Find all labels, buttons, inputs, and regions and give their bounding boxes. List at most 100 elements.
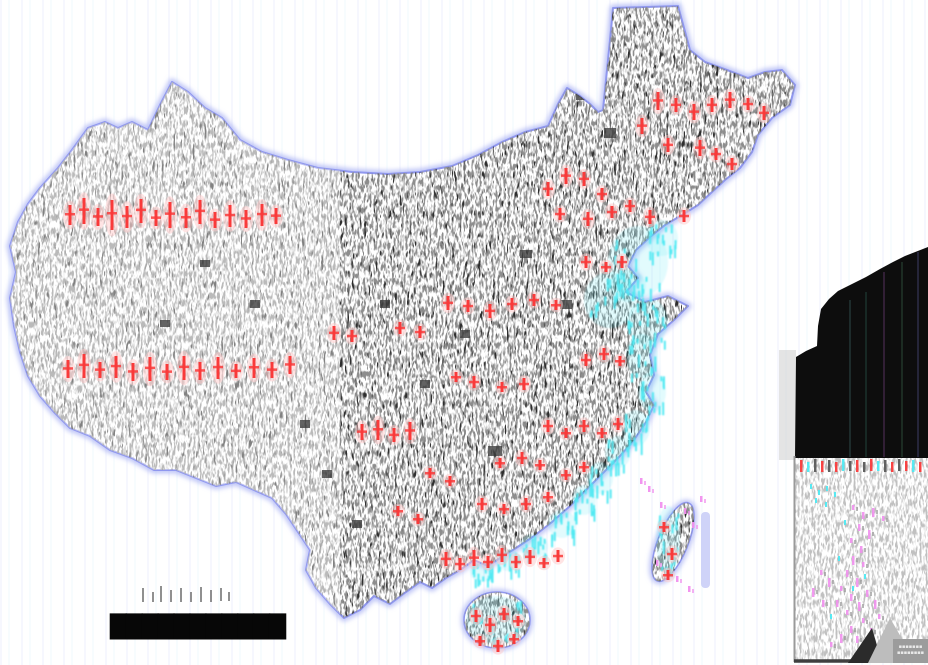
red-label-mark [285,363,295,366]
cyan-label-mark [472,565,475,575]
red-label-mark [257,212,267,216]
cyan-label-mark [653,407,656,413]
cyan-label-mark [652,304,655,310]
inset-cyan-label [864,574,866,579]
red-label-mark [485,309,495,313]
red-label-mark [615,360,625,363]
inset-topband-label [807,462,810,472]
inset-island-label [836,600,839,607]
cyan-label-mark [606,490,609,504]
inset-island-label [840,602,842,606]
red-label-mark [711,152,721,156]
cyan-label-mark [600,473,603,487]
red-label-mark [271,214,281,217]
cyan-label-mark [670,224,673,234]
cyan-label-mark [649,288,652,302]
cyan-label-mark [584,489,587,495]
cyan-label-mark [663,340,666,350]
red-label-mark [543,496,553,499]
inset-island-label [856,558,858,562]
cyan-label-mark [559,513,562,523]
inset-island-label [854,628,856,632]
cyan-label-mark [474,579,477,589]
inset-topband-label [884,460,887,472]
cyan-label-mark [637,354,640,368]
inset-island-label [840,634,843,643]
red-label-mark [63,367,73,370]
inset-topband-label [800,460,803,472]
red-label-mark [513,620,523,623]
magenta-label-mark [700,496,703,502]
map-approval-caption: ███████████ [110,615,286,640]
inset-island-label [824,572,826,576]
magenta-label-mark [696,525,698,529]
magenta-label-mark [692,589,694,593]
inset-island-label [834,644,836,648]
cyan-label-mark [517,568,520,578]
cyan-label-mark [647,415,650,421]
red-label-mark [181,216,191,219]
red-label-mark [225,213,235,217]
cyan-label-mark [654,401,657,407]
cyan-label-mark [515,568,518,574]
red-label-mark [395,326,405,330]
cyan-label-mark [658,406,661,416]
cyan-label-mark [523,547,526,553]
cyan-label-mark [663,324,666,330]
red-label-mark [579,177,589,181]
cyan-label-mark [543,538,546,544]
cyan-label-mark [663,240,666,246]
cyan-label-mark [517,601,520,611]
red-label-mark [267,368,277,371]
cyan-label-mark [472,603,475,609]
red-label-mark [579,424,589,428]
cyan-label-mark [553,532,556,542]
cyan-label-mark [491,564,494,574]
red-label-mark [671,103,681,107]
cyan-label-mark [633,437,636,447]
cyan-label-mark [606,278,609,292]
magenta-label-mark [644,481,646,485]
red-label-mark [499,508,509,511]
red-label-mark [455,562,465,566]
west-sparse-label-lightener [10,6,340,648]
red-label-mark [213,365,223,369]
inset-topband-label [877,461,880,471]
red-label-mark [597,192,607,196]
red-label-mark [663,574,673,577]
cyan-label-mark [627,448,630,458]
coast-boundary-smear [701,512,710,588]
inset-island-label [862,562,865,567]
inset-island-label [866,564,868,568]
red-label-mark [497,386,507,389]
inset-island-label [858,602,861,611]
red-label-mark [195,209,205,213]
cyan-label-mark [616,456,619,466]
magenta-labels [640,478,706,593]
red-label-mark [145,366,155,370]
red-label-mark [477,502,487,506]
caption-smear [170,590,172,602]
inset-island-label [850,572,852,576]
magenta-label-mark [676,576,679,582]
inset-island-label [854,596,856,600]
inset-island-label [826,602,828,606]
inset-cyan-label [830,614,832,619]
cyan-label-mark [669,245,672,259]
cyan-label-mark [629,345,632,355]
red-label-mark [231,369,241,373]
cyan-label-mark [589,478,592,488]
cyan-label-mark [628,444,631,450]
magenta-label-mark [692,522,695,528]
cyan-label-mark [593,508,596,522]
cyan-coastal-labels [466,220,680,648]
red-label-mark [495,462,505,465]
cyan-label-mark [656,235,659,245]
inset-island-label [820,570,823,575]
cyan-label-mark [674,240,677,250]
red-label-mark [679,214,689,218]
red-label-mark [521,502,531,506]
cyan-label-mark [551,534,554,548]
red-label-mark [553,554,563,558]
inset-cyan-label [852,586,854,591]
